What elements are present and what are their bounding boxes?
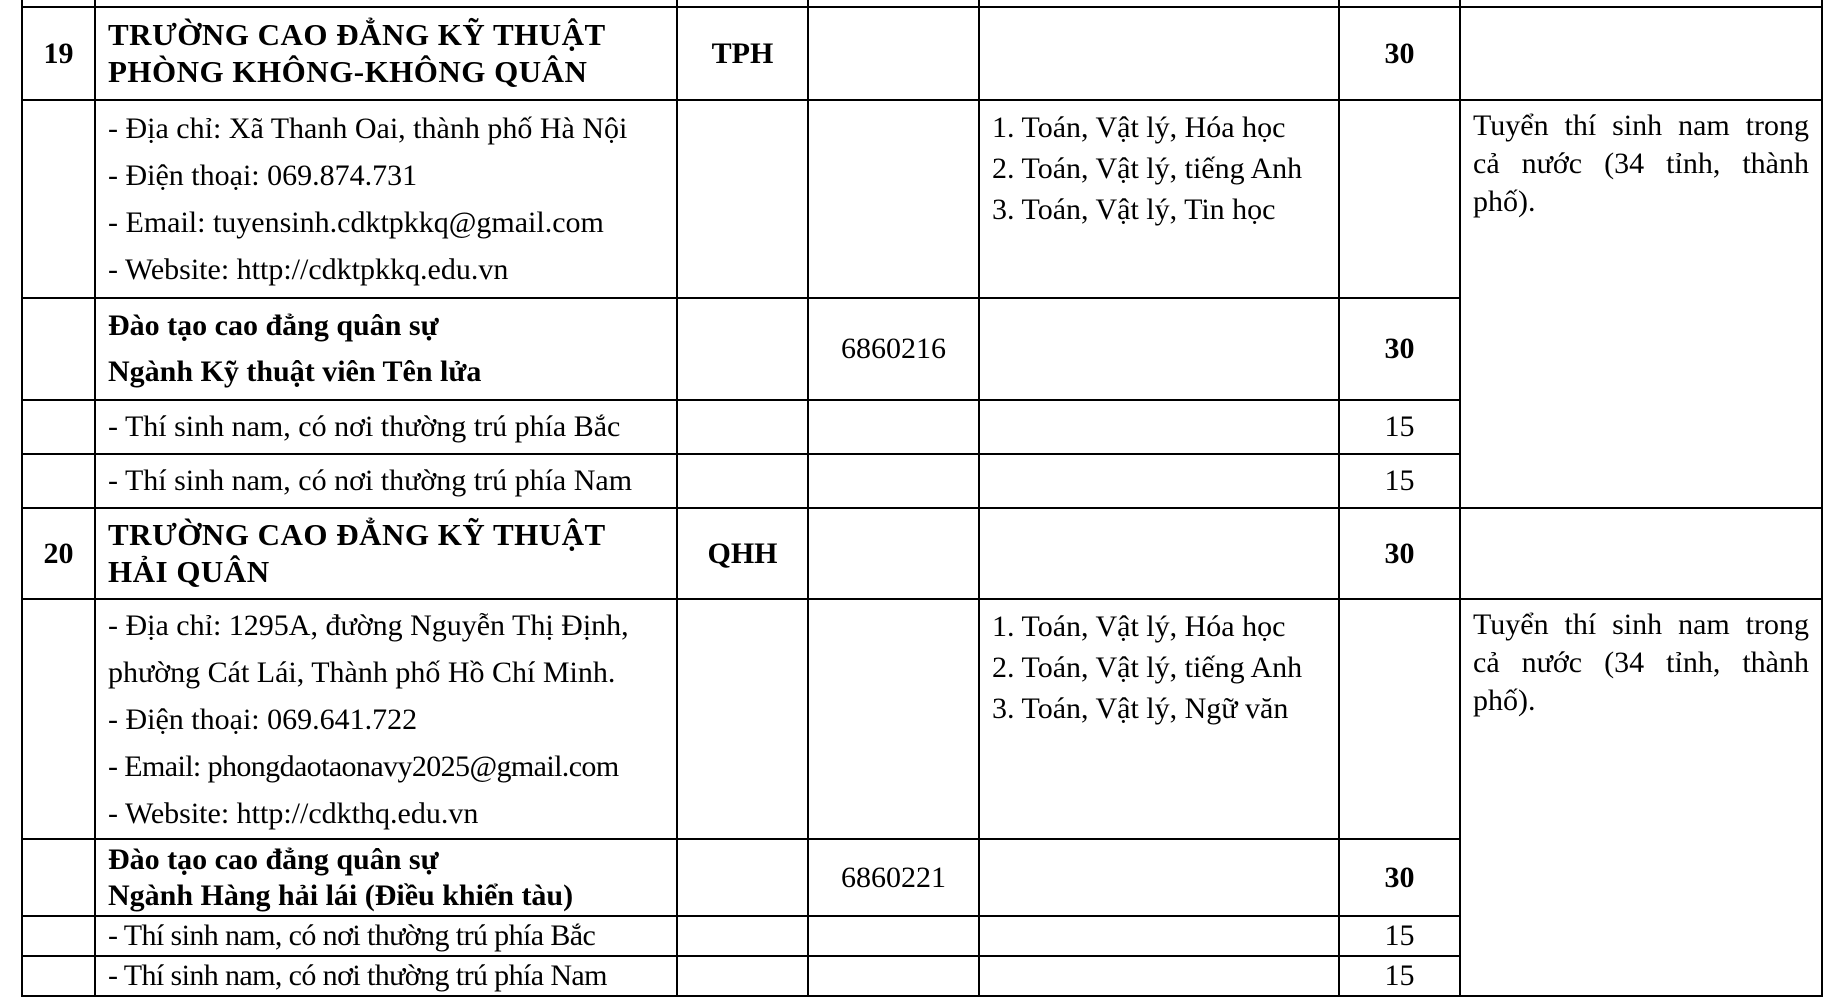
empty-cell (1459, 6, 1823, 101)
sub-quota-row: - Thí sinh nam, có nơi thường trú phía N… (21, 955, 1822, 997)
empty-cell (978, 838, 1340, 917)
school-name-line: PHÒNG KHÔNG-KHÔNG QUÂN (108, 53, 588, 89)
email: - Email: phongdaotaonavy2025@gmail.com (108, 749, 619, 783)
empty-cell (21, 598, 96, 840)
school-name-line: HẢI QUÂN (108, 553, 270, 589)
empty-cell (21, 453, 96, 509)
school-number: 19 (21, 6, 96, 101)
contact-info: - Địa chỉ: 1295A, đường Nguyễn Thị Định,… (94, 598, 678, 840)
school-name-line: TRƯỜNG CAO ĐẲNG KỸ THUẬT (108, 16, 606, 52)
empty-cell (978, 955, 1340, 997)
address-continued: phường Cát Lái, Thành phố Hồ Chí Minh. (108, 655, 616, 689)
empty-cell (676, 838, 809, 917)
empty-cell (978, 297, 1340, 401)
school-name-line: TRƯỜNG CAO ĐẲNG KỸ THUẬT (108, 516, 606, 552)
school-header-row: 20 TRƯỜNG CAO ĐẲNG KỸ THUẬT HẢI QUÂN QHH … (21, 507, 1823, 600)
program-row: Đào tạo cao đẳng quân sự Ngành Kỹ thuật v… (21, 297, 1822, 401)
empty-cell (676, 598, 809, 840)
sub-quota-label: - Thí sinh nam, có nơi thường trú phía N… (94, 955, 678, 997)
program-line: Đào tạo cao đẳng quân sự (108, 842, 439, 876)
empty-cell (21, 955, 96, 997)
school-name: TRƯỜNG CAO ĐẲNG KỸ THUẬT PHÒNG KHÔNG-KHÔN… (94, 6, 678, 101)
sub-quota-value: 15 (1338, 955, 1461, 997)
address: - Địa chỉ: 1295A, đường Nguyễn Thị Định, (108, 608, 629, 642)
program-quota: 30 (1338, 297, 1461, 401)
remark: Tuyển thí sinh nam trong cả nước (34 tỉn… (1459, 99, 1823, 509)
phone: - Điện thoại: 069.874.731 (108, 159, 418, 192)
contact-info: - Địa chỉ: Xã Thanh Oai, thành phố Hà Nộ… (94, 99, 678, 299)
empty-cell (676, 915, 809, 957)
sub-quota-row: - Thí sinh nam, có nơi thường trú phía N… (21, 453, 1822, 509)
empty-cell (807, 507, 980, 600)
school-quota: 30 (1338, 507, 1461, 600)
empty-cell (978, 915, 1340, 957)
combination: 3. Toán, Vật lý, Tin học (992, 193, 1276, 226)
empty-cell (21, 99, 96, 299)
program-code: 6860221 (807, 838, 980, 917)
program-line: Ngành Kỹ thuật viên Tên lửa (108, 355, 482, 388)
empty-cell (1459, 507, 1823, 600)
school-name: TRƯỜNG CAO ĐẲNG KỸ THUẬT HẢI QUÂN (94, 507, 678, 600)
empty-cell (676, 453, 809, 509)
school-contact-row: - Địa chỉ: Xã Thanh Oai, thành phố Hà Nộ… (21, 99, 1823, 509)
combination: 2. Toán, Vật lý, tiếng Anh (992, 651, 1303, 684)
sub-quota-label: - Thí sinh nam, có nơi thường trú phía B… (94, 915, 678, 957)
email: - Email: tuyensinh.cdktpkkq@gmail.com (108, 206, 604, 239)
address: - Địa chỉ: Xã Thanh Oai, thành phố Hà Nộ… (108, 112, 628, 145)
sub-quota-label: - Thí sinh nam, có nơi thường trú phía N… (94, 453, 678, 509)
sub-quota-row: - Thí sinh nam, có nơi thường trú phía B… (21, 399, 1822, 455)
program-line: Ngành Hàng hải lái (Điều khiển tàu) (108, 878, 574, 912)
sub-quota-value: 15 (1338, 399, 1461, 455)
website: - Website: http://cdkthq.edu.vn (108, 796, 479, 830)
empty-cell (676, 955, 809, 997)
program-name: Đào tạo cao đẳng quân sự Ngành Kỹ thuật v… (94, 297, 678, 401)
sub-quota-value: 15 (1338, 915, 1461, 957)
empty-cell (978, 6, 1340, 101)
sub-quota-label: - Thí sinh nam, có nơi thường trú phía B… (94, 399, 678, 455)
empty-cell (21, 915, 96, 957)
school-number: 20 (21, 507, 96, 600)
sub-quota-row: - Thí sinh nam, có nơi thường trú phía B… (21, 915, 1822, 957)
empty-cell (21, 399, 96, 455)
combination: 1. Toán, Vật lý, Hóa học (992, 610, 1286, 643)
combination: 1. Toán, Vật lý, Hóa học (992, 111, 1286, 144)
program-quota: 30 (1338, 838, 1461, 917)
empty-cell (1338, 598, 1461, 840)
empty-cell (978, 507, 1340, 600)
empty-cell (807, 99, 980, 299)
empty-cell (21, 838, 96, 917)
empty-cell (807, 6, 980, 101)
combination: 3. Toán, Vật lý, Ngữ văn (992, 692, 1289, 725)
empty-cell (1338, 99, 1461, 299)
empty-cell (676, 297, 809, 401)
remark: Tuyển thí sinh nam trong cả nước (34 tỉn… (1459, 598, 1823, 997)
school-code: QHH (676, 507, 809, 600)
empty-cell (807, 598, 980, 840)
program-name: Đào tạo cao đẳng quân sự Ngành Hàng hải l… (94, 838, 678, 917)
empty-cell (978, 399, 1340, 455)
program-line: Đào tạo cao đẳng quân sự (108, 309, 439, 342)
program-row: Đào tạo cao đẳng quân sự Ngành Hàng hải l… (21, 838, 1822, 917)
school-quota: 30 (1338, 6, 1461, 101)
empty-cell (676, 399, 809, 455)
sub-quota-value: 15 (1338, 453, 1461, 509)
empty-cell (807, 453, 980, 509)
empty-cell (676, 99, 809, 299)
empty-cell (21, 297, 96, 401)
combination: 2. Toán, Vật lý, tiếng Anh (992, 152, 1303, 185)
subject-combinations: 1. Toán, Vật lý, Hóa học 2. Toán, Vật lý… (978, 99, 1340, 299)
empty-cell (978, 453, 1340, 509)
empty-cell (807, 399, 980, 455)
school-code: TPH (676, 6, 809, 101)
admissions-table: 19 TRƯỜNG CAO ĐẲNG KỸ THUẬT PHÒNG KHÔNG-K… (21, 0, 1823, 997)
phone: - Điện thoại: 069.641.722 (108, 702, 418, 736)
program-code: 6860216 (807, 297, 980, 401)
subject-combinations: 1. Toán, Vật lý, Hóa học 2. Toán, Vật lý… (978, 598, 1340, 840)
empty-cell (807, 955, 980, 997)
website: - Website: http://cdktpkkq.edu.vn (108, 253, 509, 286)
school-contact-row: - Địa chỉ: 1295A, đường Nguyễn Thị Định,… (21, 598, 1823, 997)
empty-cell (807, 915, 980, 957)
school-header-row: 19 TRƯỜNG CAO ĐẲNG KỸ THUẬT PHÒNG KHÔNG-K… (21, 6, 1823, 101)
previous-row-fragment (21, 0, 1823, 8)
